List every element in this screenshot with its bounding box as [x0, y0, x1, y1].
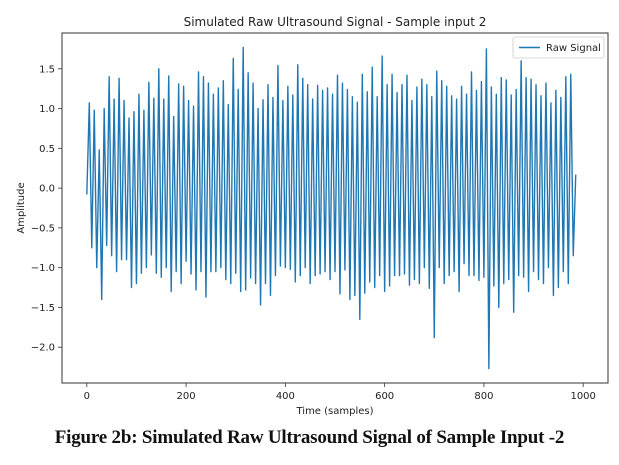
y-axis: −2.0 −1.5 −1.0 −0.5 0.0 0.5 1.0 1.5: [31, 64, 62, 354]
series-layer: [86, 46, 577, 370]
y-tick-label: 1.5: [39, 64, 55, 75]
y-tick-label: −1.5: [31, 303, 55, 314]
y-tick-label: −2.0: [31, 343, 55, 354]
x-tick-label: 0: [84, 391, 90, 402]
legend-box: [512, 36, 605, 59]
y-tick-label: 0.0: [39, 184, 55, 195]
y-axis-label: Amplitude: [16, 182, 27, 233]
series-line-raw-signal: [86, 46, 577, 370]
chart: Simulated Raw Ultrasound Signal - Sample…: [16, 15, 609, 417]
x-tick-label: 1000: [570, 391, 595, 402]
axes-frame: [61, 32, 609, 384]
x-axis: 0 200 400 600 800 1000: [84, 383, 596, 402]
x-axis-label: Time (samples): [295, 406, 373, 417]
figure-caption: Figure 2b: Simulated Raw Ultrasound Sign…: [54, 427, 565, 448]
x-tick-label: 600: [375, 391, 394, 402]
x-tick-label: 800: [474, 391, 493, 402]
y-tick-label: −1.0: [31, 263, 55, 274]
chart-title: Simulated Raw Ultrasound Signal - Sample…: [184, 15, 487, 29]
x-tick-label: 400: [276, 391, 295, 402]
y-tick-label: 1.0: [39, 104, 55, 115]
y-tick-label: 0.5: [39, 144, 55, 155]
legend-label: Raw Signal: [546, 43, 601, 54]
legend: Raw Signal: [512, 36, 605, 59]
y-tick-label: −0.5: [31, 223, 55, 234]
x-tick-label: 200: [177, 391, 196, 402]
